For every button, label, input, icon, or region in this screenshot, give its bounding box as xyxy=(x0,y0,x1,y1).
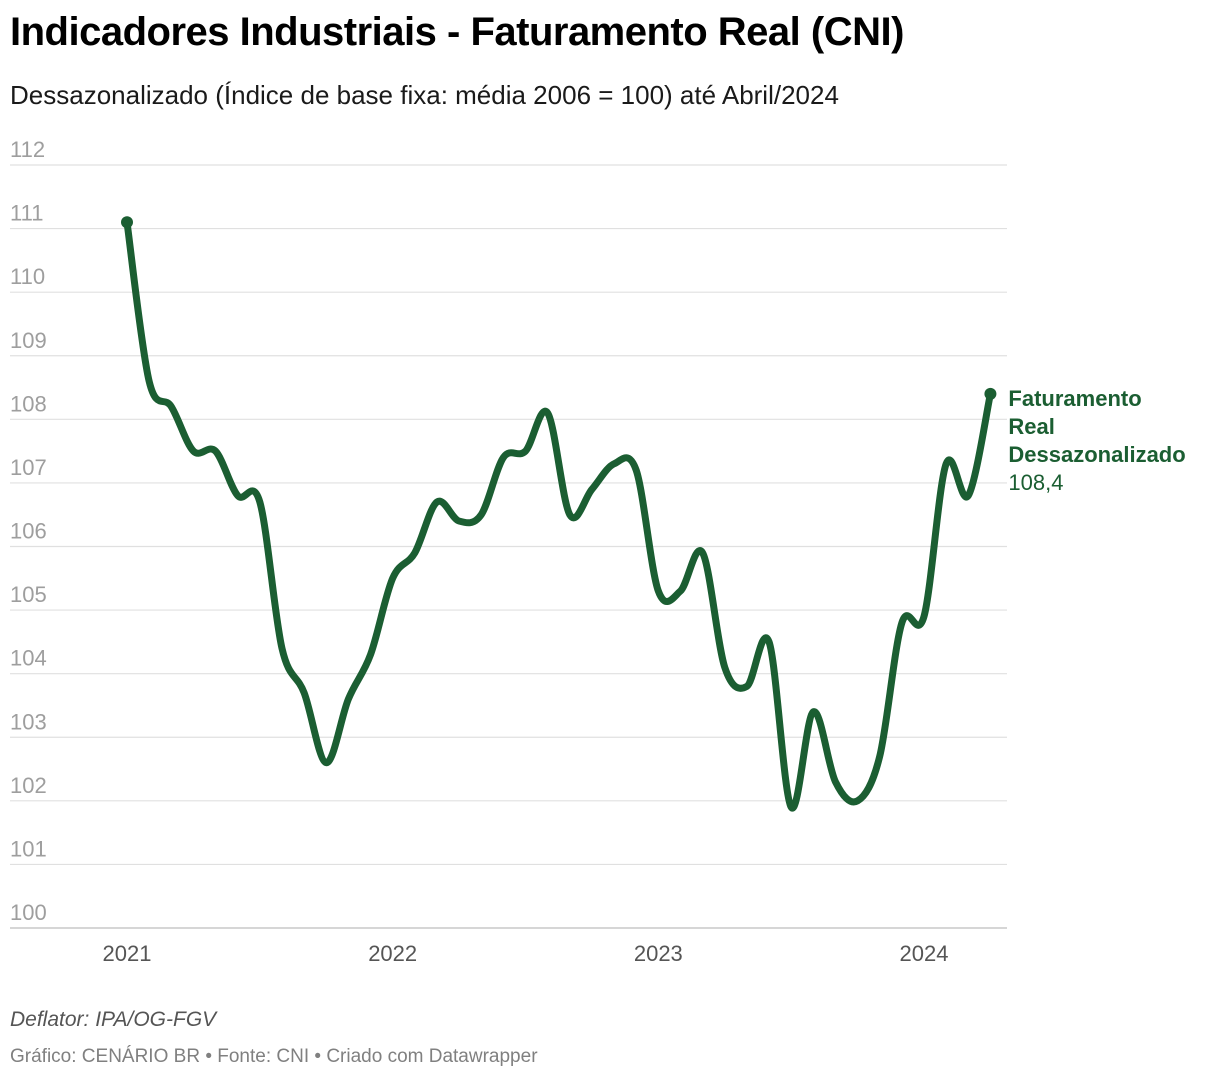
series-end-marker xyxy=(984,387,997,400)
chart-title: Indicadores Industriais - Faturamento Re… xyxy=(10,10,904,54)
series-label-line: Faturamento xyxy=(1008,386,1141,411)
y-tick-label: 105 xyxy=(10,582,47,607)
y-tick-label: 106 xyxy=(10,519,47,544)
series: Faturamento Real Dessazonalizado 108,4 xyxy=(121,216,1186,812)
series-start-marker xyxy=(121,216,133,229)
y-tick-label: 102 xyxy=(10,773,47,798)
y-tick-label: 108 xyxy=(10,391,47,416)
chart-credits: Gráfico: CENÁRIO BR • Fonte: CNI • Criad… xyxy=(10,1046,538,1067)
x-tick-label: 2024 xyxy=(900,941,949,966)
y-tick-label: 109 xyxy=(10,328,47,353)
series-label-line: Real xyxy=(1008,414,1054,439)
y-tick-label: 107 xyxy=(10,455,47,480)
y-tick-label: 111 xyxy=(10,201,43,226)
y-tick-label: 103 xyxy=(10,709,47,734)
y-tick-label: 110 xyxy=(10,264,45,289)
x-tick-label: 2023 xyxy=(634,941,683,966)
series-line xyxy=(123,218,994,812)
y-tick-label: 101 xyxy=(10,836,47,861)
x-tick-label: 2022 xyxy=(368,941,417,966)
y-tick-label: 112 xyxy=(10,137,45,162)
x-axis-ticks: 2021 2022 2023 2024 xyxy=(103,941,949,966)
x-tick-label: 2021 xyxy=(103,941,152,966)
series-label-line: Dessazonalizado xyxy=(1008,442,1185,467)
line-chart: 100101102103104105106107108109110111112 … xyxy=(10,137,1186,966)
y-tick-label: 104 xyxy=(10,646,47,671)
gridlines xyxy=(10,164,1007,929)
chart-subtitle: Dessazonalizado (Índice de base fixa: mé… xyxy=(10,80,839,110)
chart-notes: Deflator: IPA/OG-FGV xyxy=(10,1008,217,1031)
y-axis-ticks: 100 101 102 103 104 105 106 107 108 109 110 111 112 xyxy=(10,137,47,925)
series-last-value-label: 108,4 xyxy=(1008,470,1063,495)
y-tick-label: 100 xyxy=(10,900,47,925)
